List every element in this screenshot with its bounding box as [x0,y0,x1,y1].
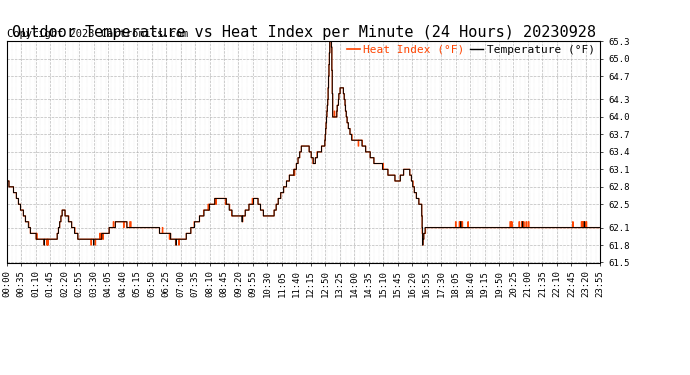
Legend: Heat Index (°F), Temperature (°F): Heat Index (°F), Temperature (°F) [346,45,595,55]
Text: Copyright 2023 Cartronics.com: Copyright 2023 Cartronics.com [7,29,188,39]
Title: Outdoor Temperature vs Heat Index per Minute (24 Hours) 20230928: Outdoor Temperature vs Heat Index per Mi… [12,25,595,40]
